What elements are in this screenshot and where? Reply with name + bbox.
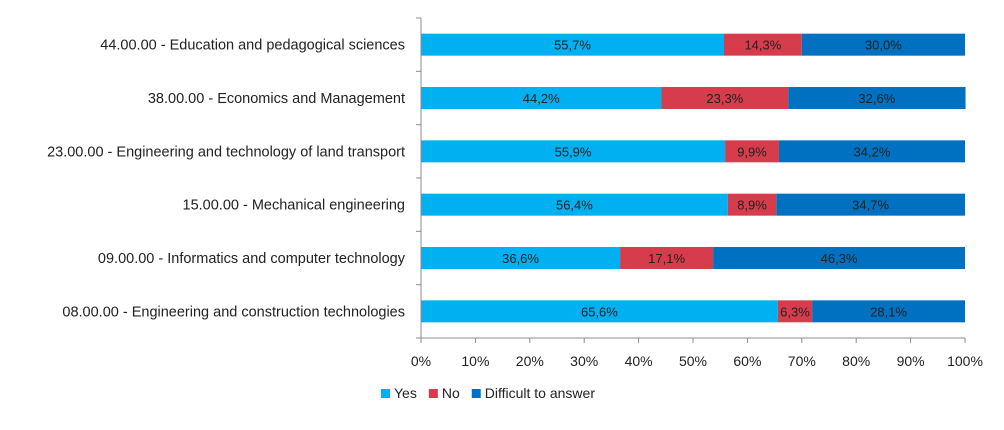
data-label: 55,9% <box>555 144 592 159</box>
x-tick-label: 0% <box>411 353 431 369</box>
x-tick-label: 40% <box>625 353 653 369</box>
bar-no-4 <box>620 247 714 269</box>
x-tick-label: 70% <box>788 353 816 369</box>
x-tick-label: 10% <box>461 353 489 369</box>
bar-difficult-to-answer-1 <box>788 87 966 109</box>
data-label: 56,4% <box>556 198 593 213</box>
bar-yes-1 <box>421 87 662 109</box>
bar-difficult-to-answer-3 <box>776 193 965 216</box>
data-label: 34,7% <box>852 198 889 213</box>
data-label: 23,3% <box>706 91 743 106</box>
category-label: 44.00.00 - Education and pedagogical sci… <box>100 38 405 54</box>
data-label: 44,2% <box>523 91 560 106</box>
data-label: 8,9% <box>737 198 767 213</box>
bar-difficult-to-answer-0 <box>801 33 965 56</box>
bar-difficult-to-answer-5 <box>812 300 965 323</box>
bar-yes-4 <box>421 247 621 269</box>
bar-yes-0 <box>421 33 725 56</box>
data-label: 6,3% <box>780 304 810 319</box>
data-label: 46,3% <box>821 251 858 266</box>
x-tick-label: 100% <box>947 353 983 369</box>
bar-yes-3 <box>421 193 728 216</box>
bar-no-0 <box>724 33 802 56</box>
bar-no-2 <box>725 140 779 163</box>
bar-yes-5 <box>421 300 778 323</box>
legend-label: No <box>442 385 460 401</box>
x-tick-label: 80% <box>842 353 870 369</box>
bar-no-3 <box>727 193 777 216</box>
x-tick-label: 60% <box>733 353 761 369</box>
legend-label: Yes <box>394 385 417 401</box>
data-label: 9,9% <box>737 144 767 159</box>
x-tick-label: 20% <box>516 353 544 369</box>
data-label: 34,2% <box>854 144 891 159</box>
legend-swatch-yes <box>381 389 390 398</box>
data-label: 36,6% <box>502 251 539 266</box>
x-tick-label: 30% <box>570 353 598 369</box>
legend-swatch-difficult-to-answer <box>471 389 481 398</box>
data-label: 28,1% <box>870 304 907 319</box>
x-tick-label: 50% <box>679 353 707 369</box>
category-label: 23.00.00 - Engineering and technology of… <box>47 144 405 160</box>
data-label: 55,7% <box>554 38 591 53</box>
category-label: 09.00.00 - Informatics and computer tech… <box>98 251 406 267</box>
legend-label: Difficult to answer <box>485 385 596 401</box>
data-label: 65,6% <box>581 304 618 319</box>
data-label: 32,6% <box>858 91 895 106</box>
data-label: 17,1% <box>648 251 685 266</box>
bar-no-5 <box>777 300 813 323</box>
bar-difficult-to-answer-2 <box>778 140 965 163</box>
category-label: 38.00.00 - Economics and Management <box>148 91 405 107</box>
bar-difficult-to-answer-4 <box>713 247 965 269</box>
bar-no-1 <box>661 87 789 109</box>
data-label: 30,0% <box>865 38 902 53</box>
legend-swatch-no <box>428 389 438 398</box>
x-tick-label: 90% <box>897 353 925 369</box>
category-label: 08.00.00 - Engineering and construction … <box>62 304 405 320</box>
category-label: 15.00.00 - Mechanical engineering <box>183 198 405 214</box>
bar-yes-2 <box>421 140 726 163</box>
data-label: 14,3% <box>744 38 781 53</box>
